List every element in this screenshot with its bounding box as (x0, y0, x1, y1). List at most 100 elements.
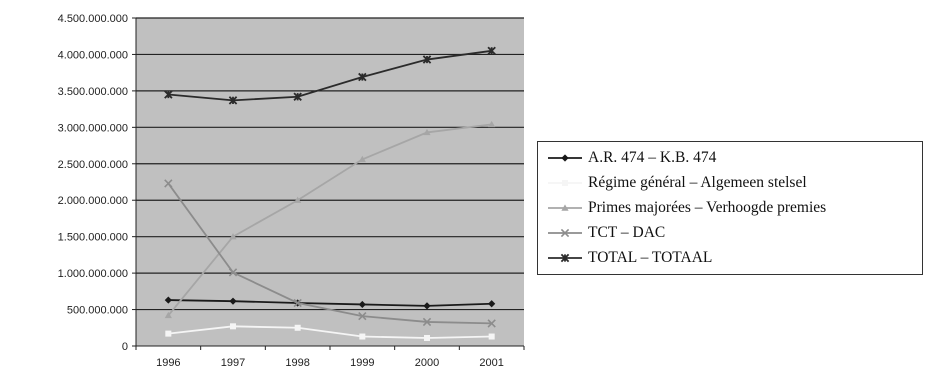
legend-label: Primes majorées – Verhoogde premies (588, 199, 827, 216)
data-point (488, 300, 496, 308)
data-point (294, 324, 301, 331)
data-point (358, 311, 367, 321)
legend-marker (560, 253, 570, 263)
chart-legend: A.R. 474 – K.B. 474 Régime général – Alg… (537, 141, 923, 275)
data-point (359, 333, 366, 340)
marker-shape (487, 319, 496, 328)
marker-shape (359, 333, 366, 340)
marker-shape (422, 317, 432, 327)
y-tick-label: 4.000.000.000 (58, 49, 128, 61)
data-point (487, 319, 496, 328)
marker-shape (488, 333, 495, 340)
marker-shape (164, 296, 172, 304)
marker-shape (423, 302, 431, 310)
legend-marker (561, 204, 569, 211)
marker-shape (164, 179, 173, 188)
legend-item: Primes majorées – Verhoogde premies (546, 198, 826, 218)
data-point (293, 92, 302, 101)
y-tick-label: 3.000.000.000 (58, 122, 128, 134)
marker-shape (561, 204, 569, 211)
data-point (358, 300, 366, 309)
y-tick-label: 1.500.000.000 (58, 232, 128, 244)
legend-marker (560, 228, 570, 238)
marker-shape (487, 46, 496, 56)
marker-shape (294, 196, 302, 203)
data-point (358, 72, 367, 82)
data-point (422, 317, 432, 327)
y-tick-label: 4.500.000.000 (58, 13, 128, 25)
legend-marker (561, 154, 569, 162)
x-tick-label: 1999 (350, 357, 374, 369)
x-tick-label: 2000 (415, 357, 439, 369)
legend-item: A.R. 474 – K.B. 474 (546, 148, 716, 168)
legend-swatch (548, 253, 582, 263)
data-point (358, 155, 366, 163)
legend-label: A.R. 474 – K.B. 474 (588, 149, 717, 166)
series-line (167, 182, 492, 325)
legend-swatch (548, 154, 582, 162)
data-point (229, 297, 237, 305)
data-point (423, 128, 431, 136)
marker-shape (560, 228, 570, 238)
legend-swatch (548, 180, 582, 186)
data-point (488, 120, 496, 128)
y-tick-label: 1.000.000.000 (58, 268, 128, 280)
marker-shape (229, 233, 237, 240)
marker-shape (230, 323, 236, 330)
marker-shape (422, 55, 432, 64)
y-tick-label: 2.000.000.000 (58, 195, 128, 207)
y-tick-label: 0 (122, 341, 128, 353)
marker-shape (358, 72, 367, 82)
data-point (230, 323, 236, 330)
data-point (293, 298, 302, 308)
marker-shape (294, 324, 301, 331)
x-tick-label: 2001 (479, 357, 503, 369)
legend-swatch (548, 204, 582, 211)
data-point (164, 296, 172, 304)
data-point (228, 96, 238, 105)
marker-shape (562, 180, 568, 186)
marker-shape (488, 300, 496, 308)
series-line (167, 123, 492, 316)
data-point (487, 46, 496, 56)
marker-shape (164, 90, 173, 99)
legend-item: Régime général – Algemeen stelsel (546, 173, 807, 193)
x-tick-label: 1998 (285, 357, 309, 369)
marker-shape (358, 155, 366, 163)
legend-label: TOTAL – TOTAAL (588, 249, 713, 266)
data-point (422, 55, 432, 64)
data-point (164, 311, 172, 319)
data-point (423, 302, 431, 310)
legend-item: TCT – DAC (546, 223, 665, 243)
marker-shape (424, 334, 430, 341)
legend-label: Régime général – Algemeen stelsel (588, 174, 807, 191)
marker-shape (293, 298, 302, 308)
legend-item: TOTAL – TOTAAL (546, 248, 712, 268)
y-tick-label: 3.500.000.000 (58, 86, 128, 98)
series-line (168, 325, 492, 339)
data-point (164, 179, 173, 188)
marker-shape (164, 311, 172, 319)
marker-shape (423, 128, 431, 136)
marker-shape (228, 268, 238, 277)
y-tick-label: 2.500.000.000 (58, 159, 128, 171)
series-line (168, 49, 492, 102)
marker-shape (228, 96, 238, 105)
legend-swatch (548, 228, 582, 238)
legend-label: TCT – DAC (588, 224, 666, 241)
x-tick-label: 1996 (156, 357, 180, 369)
marker-shape (561, 154, 569, 162)
marker-shape (358, 311, 367, 321)
legend-marker (562, 180, 568, 186)
data-point (164, 90, 173, 99)
marker-shape (229, 297, 237, 305)
x-tick-label: 1997 (221, 357, 245, 369)
marker-shape (293, 92, 302, 101)
plot-area (136, 18, 524, 346)
data-point (165, 330, 172, 337)
data-point (488, 333, 495, 340)
data-point (424, 334, 430, 341)
marker-shape (488, 120, 496, 128)
